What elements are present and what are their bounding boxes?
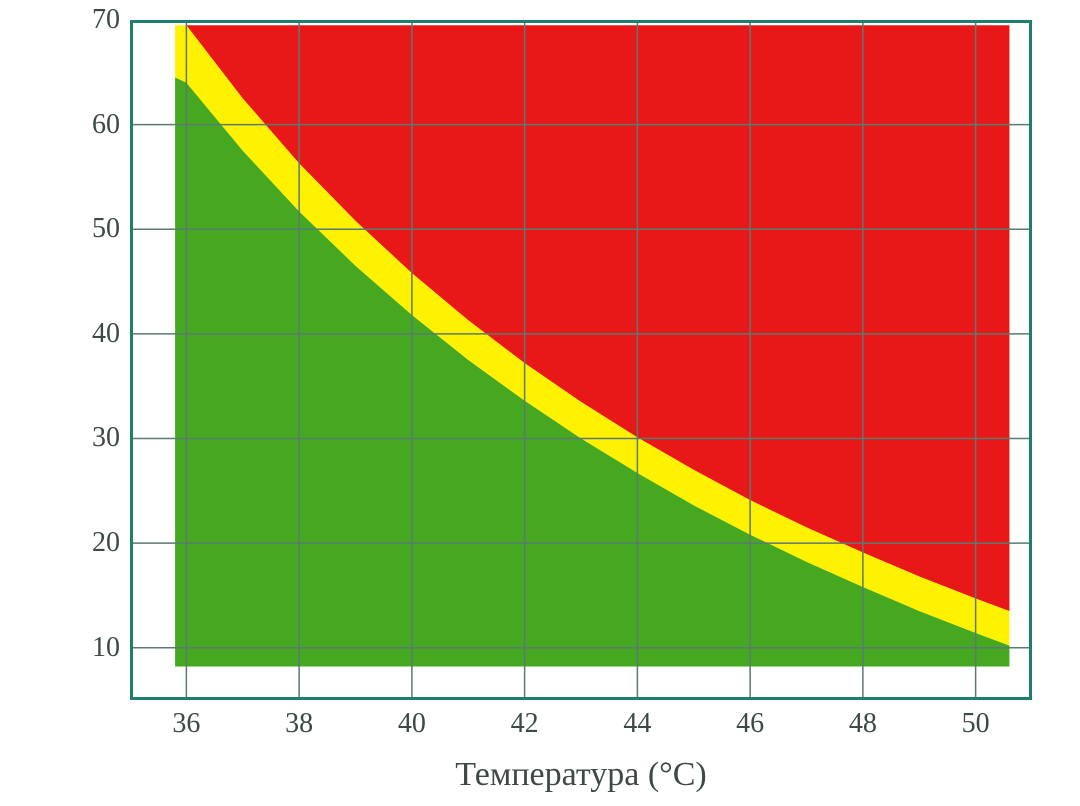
xtick-label: 44 [623,700,651,740]
ytick-label: 50 [60,213,130,245]
xtick-label: 36 [172,700,200,740]
xtick-label: 40 [398,700,426,740]
x-axis-label: Температура (°C) [130,756,1032,794]
xtick-label: 38 [285,700,313,740]
xtick-label: 50 [962,700,990,740]
xtick-label: 42 [511,700,539,740]
xtick-label: 46 [736,700,764,740]
plot-area: 102030405060703638404244464850 [130,20,1032,700]
ytick-label: 70 [60,4,130,36]
ytick-label: 10 [60,632,130,664]
plot-svg [130,20,1032,700]
ytick-label: 30 [60,422,130,454]
xtick-label: 48 [849,700,877,740]
ytick-label: 40 [60,318,130,350]
ytick-label: 60 [60,109,130,141]
ytick-label: 20 [60,527,130,559]
heat-humidity-chart: Влажность воздуха (%) Температура (°C) 1… [0,0,1080,806]
